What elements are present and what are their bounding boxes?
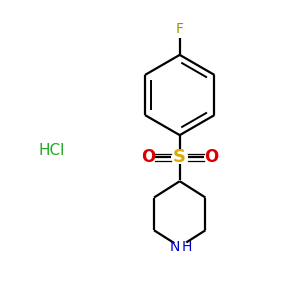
Text: O: O [141,148,156,166]
Text: F: F [176,22,184,36]
Text: H: H [181,240,192,254]
Text: N: N [169,240,180,254]
Text: S: S [173,148,186,166]
Text: O: O [204,148,218,166]
Text: HCl: HCl [39,142,65,158]
